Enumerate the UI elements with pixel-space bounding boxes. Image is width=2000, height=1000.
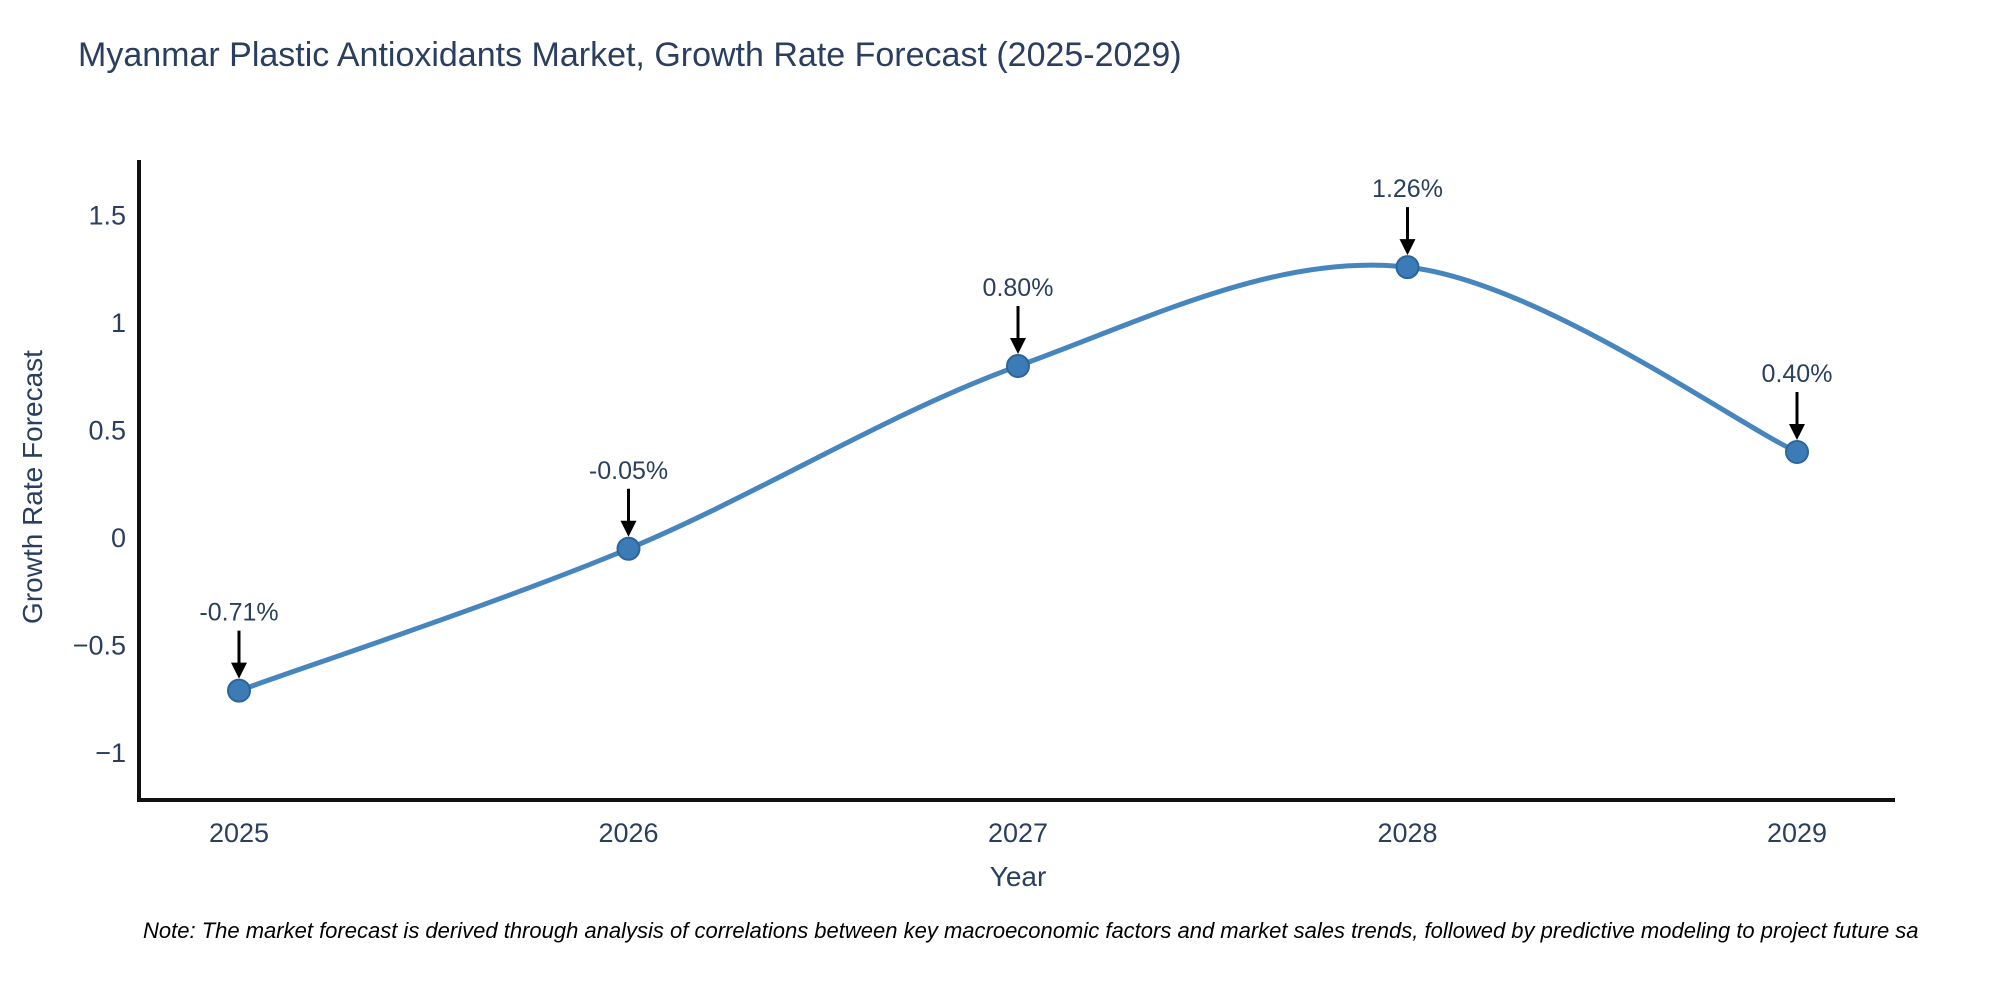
x-tick-label: 2028 (1377, 818, 1437, 848)
data-point[interactable] (1785, 440, 1809, 464)
chart-title: Myanmar Plastic Antioxidants Market, Gro… (78, 36, 1182, 74)
annotation-label: 0.80% (983, 274, 1054, 302)
annotation-arrowhead (1399, 239, 1416, 256)
annotation-arrowhead (1010, 338, 1026, 354)
annotation-label: -0.05% (589, 457, 668, 485)
annotation-arrowhead (231, 662, 247, 679)
x-tick-label: 2025 (209, 818, 269, 848)
x-tick-label: 2027 (988, 818, 1048, 848)
footnote: Note: The market forecast is derived thr… (143, 918, 1919, 943)
annotation-arrowhead (620, 520, 637, 537)
x-tick-label: 2026 (598, 818, 658, 848)
data-point[interactable] (227, 678, 251, 703)
annotation-arrowhead (1789, 424, 1805, 440)
y-tick-label: 0 (111, 523, 126, 553)
data-point[interactable] (1395, 255, 1420, 280)
y-tick-label: −0.5 (73, 631, 126, 661)
data-point[interactable] (1006, 354, 1030, 378)
y-tick-label: 1.5 (88, 201, 126, 231)
y-tick-label: −1 (95, 738, 126, 768)
x-tick-label: 2029 (1767, 818, 1827, 848)
y-tick-label: 0.5 (88, 416, 126, 446)
annotation-label: 0.40% (1762, 360, 1833, 388)
annotation-label: 1.26% (1372, 175, 1443, 203)
annotation-label: -0.71% (199, 599, 278, 627)
data-point[interactable] (616, 536, 641, 561)
y-tick-label: 1 (111, 308, 126, 338)
x-axis-title: Year (989, 861, 1047, 892)
y-axis-title: Growth Rate Forecast (17, 350, 48, 624)
